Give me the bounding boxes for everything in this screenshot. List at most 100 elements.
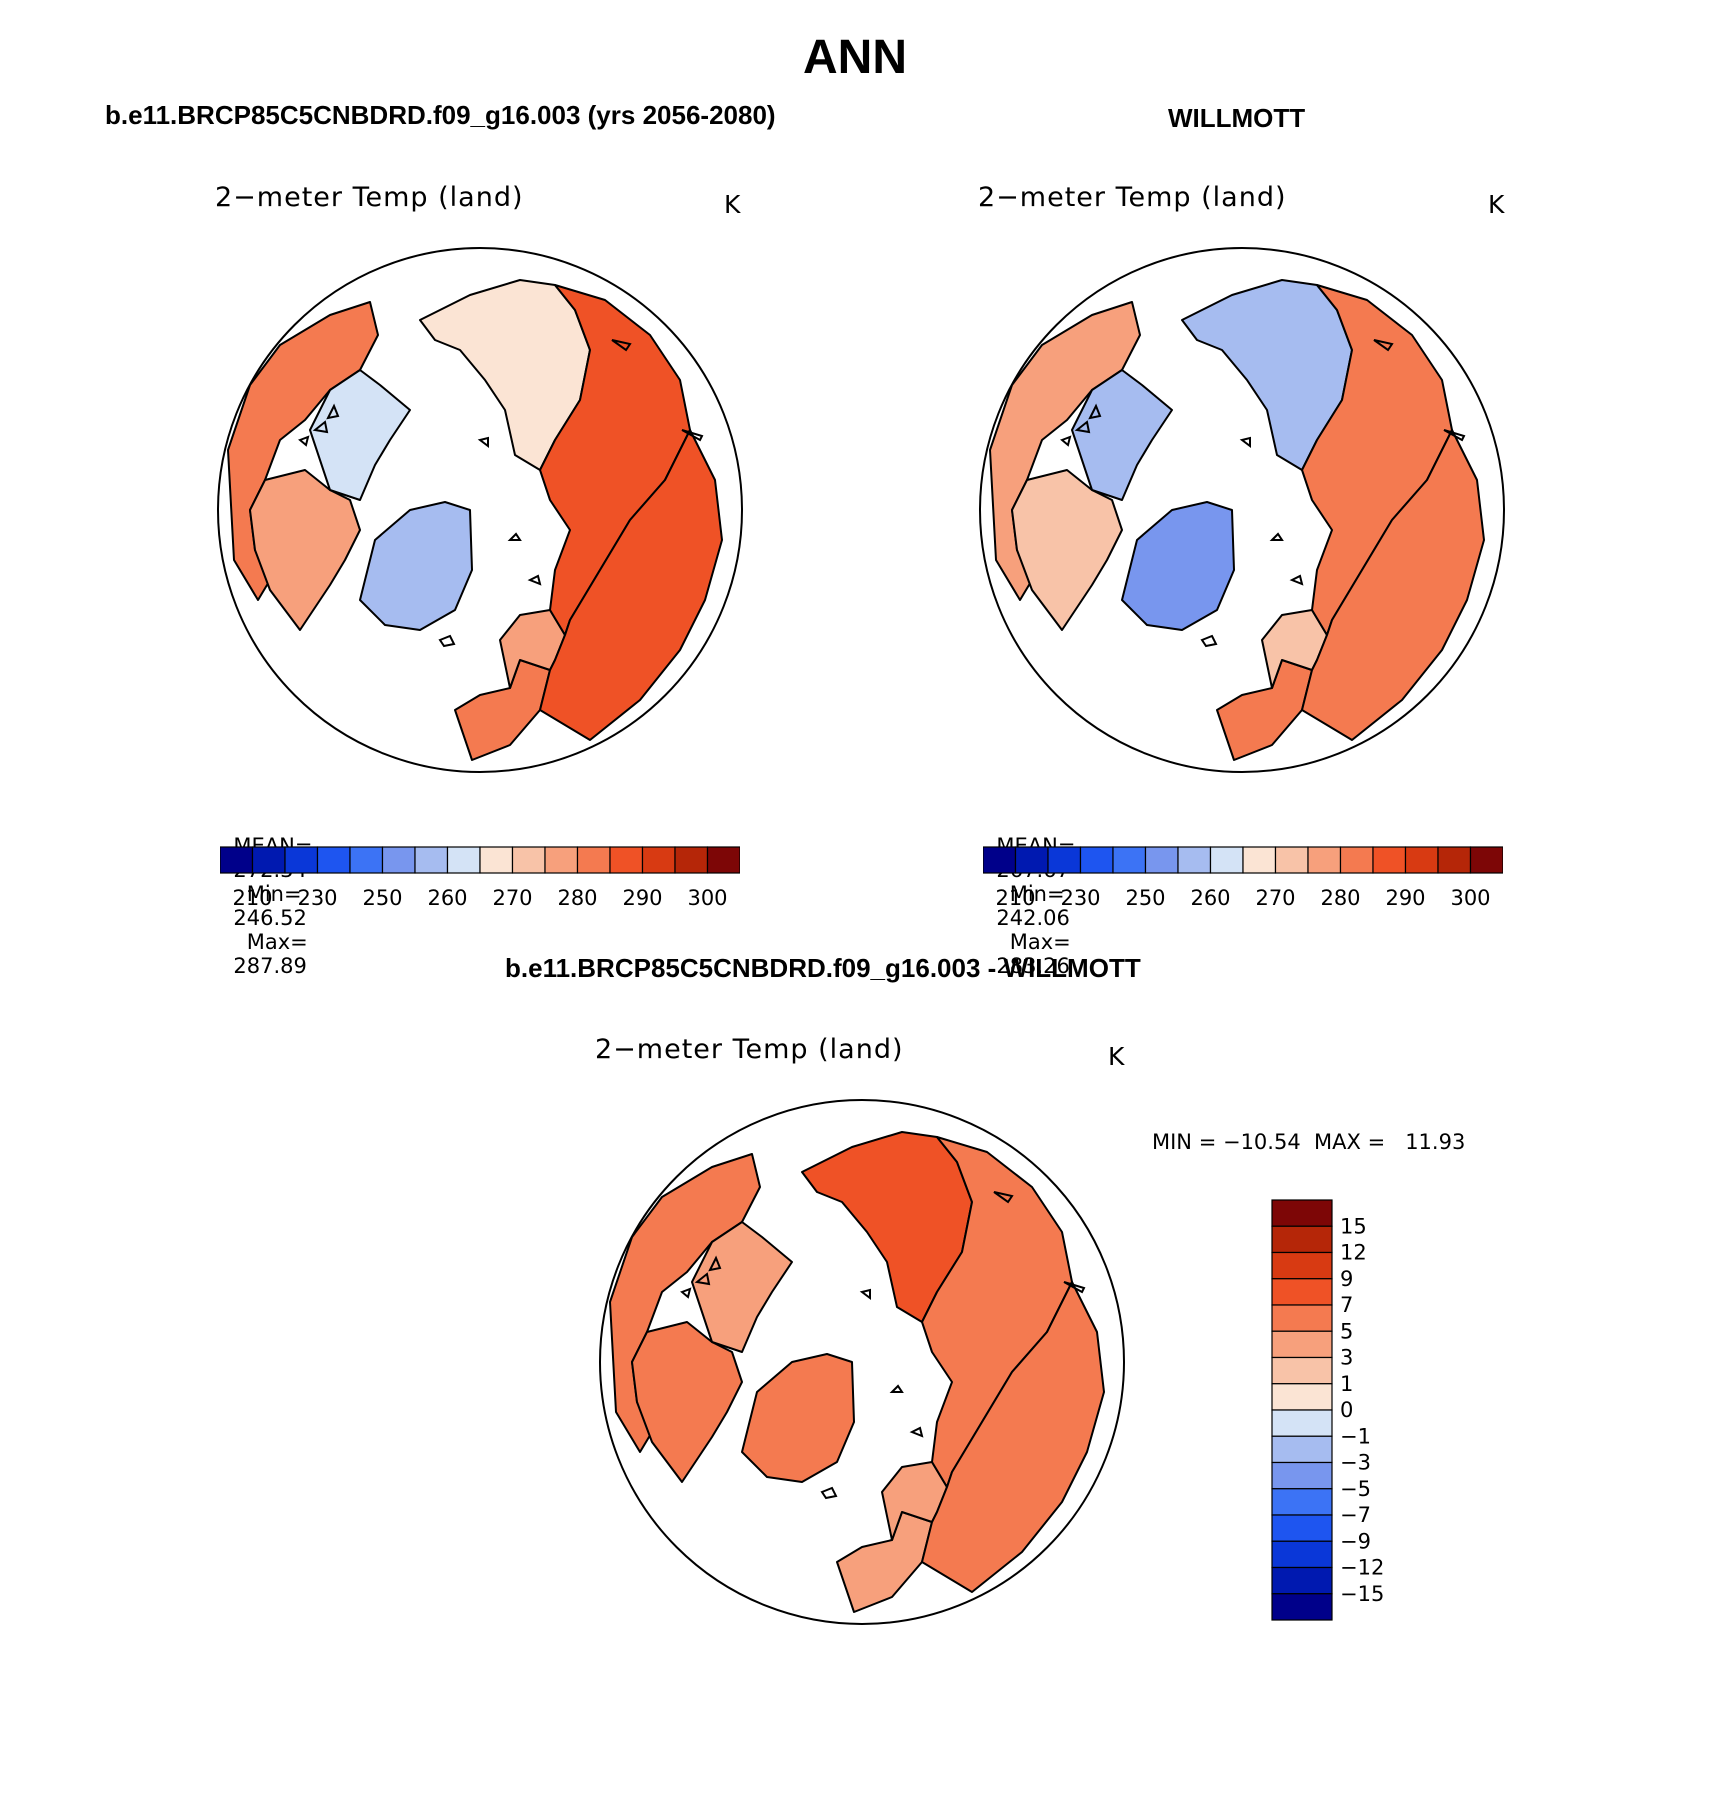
colorbar-tick-label: 3 bbox=[1340, 1346, 1353, 1370]
island-outline bbox=[312, 420, 329, 434]
island-outline bbox=[611, 339, 632, 352]
colorbar-swatch bbox=[1469, 846, 1503, 874]
colorbar-swatch bbox=[1209, 846, 1244, 874]
panel1-max-label: Max= bbox=[246, 930, 308, 954]
colorbar-tick-label: 230 bbox=[297, 886, 337, 910]
panel2-max-label: Max= bbox=[1009, 930, 1071, 954]
panel3-case-title: b.e11.BRCP85C5CNBDRD.f09_g16.003 - WILLM… bbox=[505, 953, 1141, 983]
region-n-america-east bbox=[631, 1321, 743, 1483]
region-east-asia bbox=[1301, 429, 1485, 741]
colorbar-tick-label: 290 bbox=[622, 886, 662, 910]
colorbar-swatch bbox=[1437, 846, 1472, 874]
colorbar-swatch bbox=[446, 846, 481, 874]
island-outline bbox=[1443, 429, 1466, 442]
colorbar-swatch bbox=[1271, 1540, 1333, 1569]
panel2-min-label: Min= bbox=[1009, 882, 1065, 906]
island-outline bbox=[889, 1384, 904, 1393]
panel2-min-value: 242.06 bbox=[996, 906, 1070, 930]
colorbar-swatch bbox=[706, 846, 740, 874]
colorbar-swatch bbox=[1271, 1383, 1333, 1411]
colorbar-tick-label: 250 bbox=[362, 886, 402, 910]
island-outline bbox=[1200, 634, 1218, 648]
region-n-america-east bbox=[1011, 469, 1123, 631]
colorbar-tick-label: 210 bbox=[995, 886, 1035, 910]
panel2-case-title: WILLMOTT bbox=[1168, 103, 1306, 133]
panel1-colorbar: 210 230 250 260 270 280 290 300 bbox=[220, 846, 740, 910]
region-n-america-west bbox=[609, 1153, 761, 1453]
colorbar-tick-label: 270 bbox=[1255, 886, 1295, 910]
island-outline bbox=[527, 574, 542, 586]
panel1-min-value: 246.52 bbox=[233, 906, 307, 930]
colorbar-tick-label: −3 bbox=[1340, 1451, 1371, 1475]
panel1-units: K bbox=[724, 190, 741, 219]
colorbar-tick-label: −9 bbox=[1340, 1529, 1371, 1553]
colorbar-tick-label: −15 bbox=[1340, 1582, 1384, 1606]
region-n-america-east bbox=[249, 469, 361, 631]
island-outline bbox=[507, 532, 522, 541]
colorbar-swatch bbox=[1271, 1435, 1333, 1464]
region-east-asia bbox=[921, 1281, 1105, 1593]
island-outline bbox=[993, 1191, 1014, 1204]
colorbar-swatch bbox=[1112, 846, 1147, 874]
island-outline bbox=[681, 429, 704, 442]
region-n-america-west bbox=[227, 301, 379, 601]
colorbar-tick-label: −1 bbox=[1340, 1424, 1371, 1448]
panel2-map bbox=[979, 247, 1505, 773]
colorbar-swatch bbox=[414, 846, 449, 874]
colorbar-tick-label: 15 bbox=[1340, 1214, 1367, 1238]
panel3-units: K bbox=[1108, 1042, 1125, 1071]
region-russia-south bbox=[539, 284, 691, 636]
colorbar-swatch bbox=[1271, 1304, 1333, 1332]
colorbar-swatch bbox=[381, 846, 416, 874]
region-canada-arctic bbox=[309, 369, 411, 501]
region-greenland-margin bbox=[1121, 501, 1235, 631]
colorbar-swatch bbox=[1047, 846, 1082, 874]
colorbar-tick-label: 300 bbox=[687, 886, 727, 910]
colorbar-swatch bbox=[349, 846, 384, 874]
region-canada-arctic bbox=[691, 1221, 793, 1353]
island-outline bbox=[298, 435, 310, 447]
colorbar-swatch bbox=[316, 846, 351, 874]
island-outline bbox=[708, 1255, 722, 1272]
colorbar-swatch bbox=[1274, 846, 1309, 874]
map-boundary bbox=[217, 247, 743, 773]
map-boundary bbox=[979, 247, 1505, 773]
panel2-max-value: 283.26 bbox=[996, 954, 1070, 978]
panel3-map bbox=[599, 1099, 1125, 1625]
colorbar-tick-label: 230 bbox=[1060, 886, 1100, 910]
island-outline bbox=[1060, 435, 1072, 447]
colorbar-swatch bbox=[479, 846, 514, 874]
colorbar-swatch bbox=[1271, 1199, 1333, 1227]
island-outline bbox=[680, 1287, 692, 1299]
colorbar-tick-label: 9 bbox=[1340, 1267, 1353, 1291]
island-outline bbox=[1373, 339, 1394, 352]
colorbar-tick-label: 260 bbox=[1190, 886, 1230, 910]
region-russia-south bbox=[1301, 284, 1453, 636]
region-n-america-west bbox=[989, 301, 1141, 601]
colorbar-swatch bbox=[1307, 846, 1342, 874]
colorbar-swatch bbox=[576, 846, 611, 874]
panel1-min-label: Min= bbox=[246, 882, 302, 906]
colorbar-swatch bbox=[641, 846, 676, 874]
colorbar-tick-label: 0 bbox=[1340, 1398, 1353, 1422]
colorbar-tick-label: 290 bbox=[1385, 886, 1425, 910]
colorbar-swatch bbox=[1339, 846, 1374, 874]
colorbar-swatch bbox=[1271, 1488, 1333, 1516]
island-outline bbox=[1088, 403, 1102, 420]
colorbar-tick-label: 260 bbox=[427, 886, 467, 910]
region-greenland-margin bbox=[359, 501, 473, 631]
colorbar-swatch bbox=[1271, 1356, 1333, 1385]
colorbar-swatch bbox=[1271, 1330, 1333, 1359]
colorbar-swatch bbox=[1144, 846, 1179, 874]
colorbar-swatch bbox=[1271, 1409, 1333, 1437]
colorbar-tick-label: −5 bbox=[1340, 1477, 1371, 1501]
colorbar-tick-label: 300 bbox=[1450, 886, 1490, 910]
colorbar-tick-label: −7 bbox=[1340, 1503, 1371, 1527]
colorbar-swatch bbox=[1372, 846, 1407, 874]
colorbar-tick-label: −12 bbox=[1340, 1556, 1384, 1580]
colorbar-swatch bbox=[1079, 846, 1114, 874]
island-outline bbox=[909, 1426, 924, 1438]
colorbar-swatch bbox=[220, 846, 254, 874]
colorbar-tick-label: 1 bbox=[1340, 1372, 1353, 1396]
